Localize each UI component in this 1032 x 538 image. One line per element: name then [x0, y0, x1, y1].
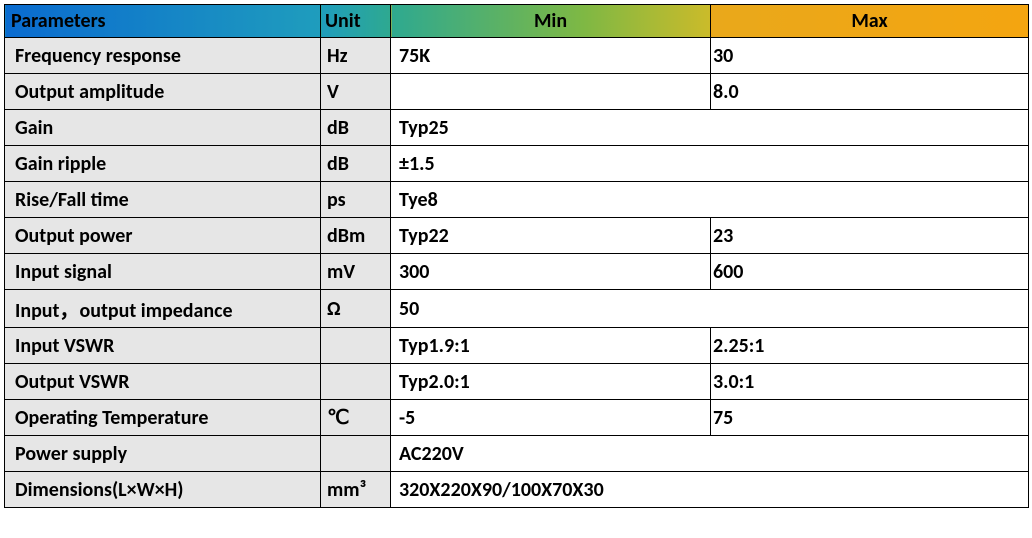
param-cell: Gain [5, 110, 321, 146]
spec-table-container: Parameters Unit Min Max Frequency respon… [4, 4, 1028, 508]
max-cell: 2.25:1 [711, 328, 1029, 364]
min-max-merged-cell: Typ25 [391, 110, 1029, 146]
min-max-merged-cell: 320X220X90/100X70X30 [391, 472, 1029, 508]
max-cell: 600 [711, 254, 1029, 290]
min-cell: -5 [391, 400, 711, 436]
table-row: Output amplitudeV 8.0 [5, 74, 1029, 110]
min-cell [391, 74, 711, 110]
header-max: Max [711, 5, 1029, 38]
param-cell: Input VSWR [5, 328, 321, 364]
unit-cell: mm³ [321, 472, 391, 508]
min-cell: Typ2.0:1 [391, 364, 711, 400]
header-unit: Unit [321, 5, 391, 38]
table-row: Input，output impedance Ω50 [5, 290, 1029, 328]
unit-cell [321, 364, 391, 400]
unit-cell: dB [321, 110, 391, 146]
min-max-merged-cell: Tye8 [391, 182, 1029, 218]
table-row: Power supply AC220V [5, 436, 1029, 472]
param-cell: Rise/Fall time [5, 182, 321, 218]
min-cell: 300 [391, 254, 711, 290]
table-row: Input signal mV300600 [5, 254, 1029, 290]
max-cell: 8.0 [711, 74, 1029, 110]
unit-cell: dB [321, 146, 391, 182]
param-cell: Gain ripple [5, 146, 321, 182]
table-row: Gain rippledB±1.5 [5, 146, 1029, 182]
param-cell: Input signal [5, 254, 321, 290]
param-cell: Dimensions(L×W×H) [5, 472, 321, 508]
max-cell: 75 [711, 400, 1029, 436]
param-cell: Operating Temperature [5, 400, 321, 436]
min-max-merged-cell: ±1.5 [391, 146, 1029, 182]
spec-table-body: Frequency responseHz75K30Output amplitud… [5, 38, 1029, 508]
unit-cell: ℃ [321, 400, 391, 436]
max-cell: 30 [711, 38, 1029, 74]
min-max-merged-cell: AC220V [391, 436, 1029, 472]
unit-cell: mV [321, 254, 391, 290]
unit-cell: Hz [321, 38, 391, 74]
param-cell: Power supply [5, 436, 321, 472]
table-row: Output powerdBmTyp2223 [5, 218, 1029, 254]
table-row: GaindBTyp25 [5, 110, 1029, 146]
spec-table: Parameters Unit Min Max Frequency respon… [4, 4, 1029, 508]
max-cell: 3.0:1 [711, 364, 1029, 400]
unit-cell: ps [321, 182, 391, 218]
unit-cell: V [321, 74, 391, 110]
unit-cell [321, 328, 391, 364]
param-cell: Output VSWR [5, 364, 321, 400]
header-parameters: Parameters [5, 5, 321, 38]
min-cell: Typ1.9:1 [391, 328, 711, 364]
table-row: Frequency responseHz75K30 [5, 38, 1029, 74]
unit-cell: dBm [321, 218, 391, 254]
unit-cell [321, 436, 391, 472]
table-row: Rise/Fall timepsTye8 [5, 182, 1029, 218]
table-row: Input VSWR Typ1.9:12.25:1 [5, 328, 1029, 364]
table-row: Dimensions(L×W×H)mm³320X220X90/100X70X30 [5, 472, 1029, 508]
max-cell: 23 [711, 218, 1029, 254]
min-max-merged-cell: 50 [391, 290, 1029, 328]
min-cell: Typ22 [391, 218, 711, 254]
table-row: Operating Temperature℃-575 [5, 400, 1029, 436]
param-cell: Output amplitude [5, 74, 321, 110]
param-cell: Input，output impedance [5, 290, 321, 328]
header-min: Min [391, 5, 711, 38]
param-cell: Output power [5, 218, 321, 254]
table-row: Output VSWR Typ2.0:13.0:1 [5, 364, 1029, 400]
param-cell: Frequency response [5, 38, 321, 74]
table-header-row: Parameters Unit Min Max [5, 5, 1029, 38]
min-cell: 75K [391, 38, 711, 74]
unit-cell: Ω [321, 290, 391, 328]
